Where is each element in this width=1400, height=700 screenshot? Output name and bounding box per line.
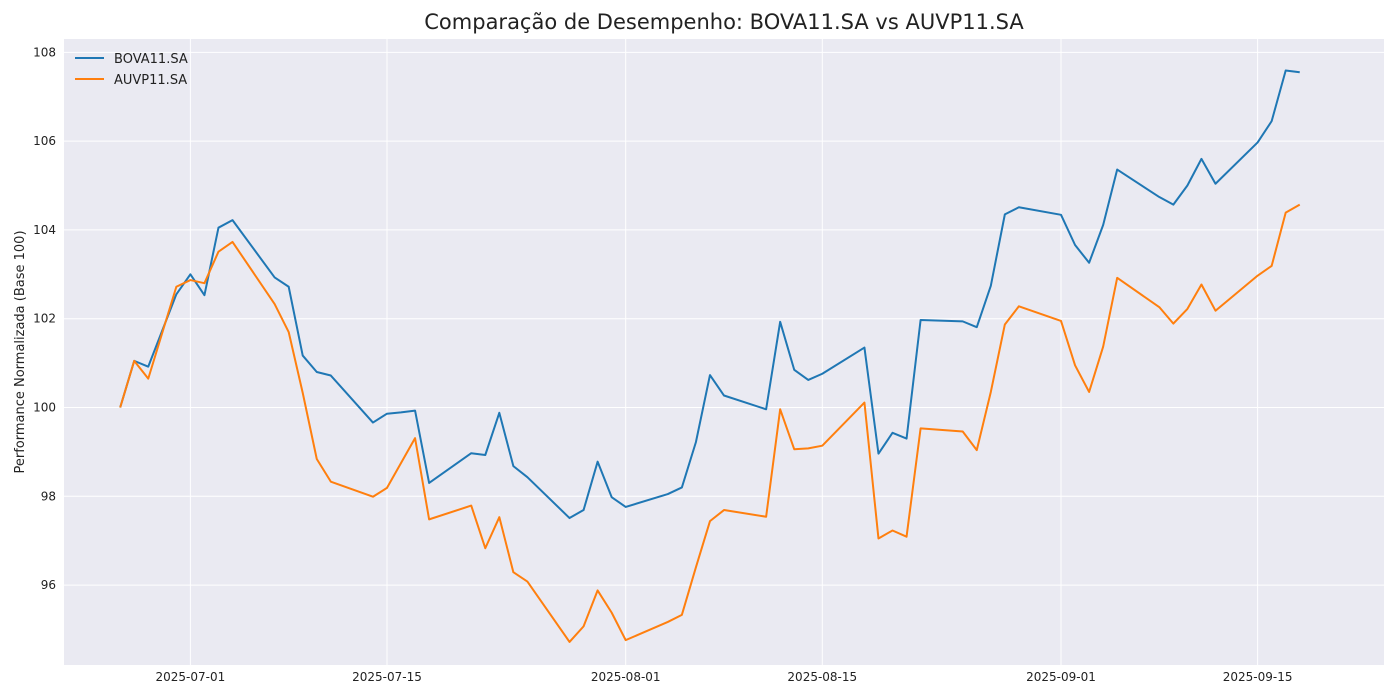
y-tick-label: 108 [33, 45, 56, 59]
x-tick-label: 2025-07-01 [156, 670, 226, 684]
y-tick-label: 104 [33, 223, 56, 237]
chart-title: Comparação de Desempenho: BOVA11.SA vs A… [424, 10, 1024, 34]
legend-label: BOVA11.SA [114, 52, 188, 67]
series-line-bova11-sa [119, 69, 1300, 520]
y-axis-label: Performance Normalizada (Base 100) [13, 230, 28, 473]
y-tick-label: 106 [33, 134, 56, 148]
y-tick-label: 98 [41, 489, 56, 503]
x-tick-label: 2025-09-01 [1026, 670, 1096, 684]
y-tick-label: 96 [41, 578, 56, 592]
legend-label: AUVP11.SA [114, 73, 187, 88]
x-tick-label: 2025-07-15 [352, 670, 422, 684]
plot-area [64, 39, 1384, 665]
y-tick-label: 100 [33, 400, 56, 414]
series-line-auvp11-sa [119, 203, 1301, 643]
y-tick-label: 102 [33, 312, 56, 326]
x-tick-label: 2025-08-01 [591, 670, 661, 684]
x-tick-label: 2025-08-15 [787, 670, 857, 684]
x-tick-label: 2025-09-15 [1223, 670, 1293, 684]
